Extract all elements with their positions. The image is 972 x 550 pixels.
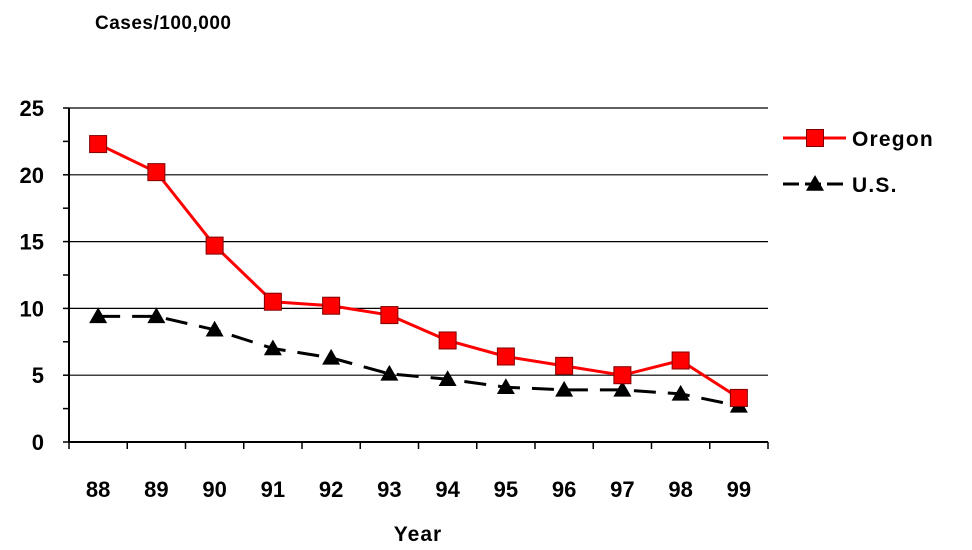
y-tick-labels: 0 5 10 15 20 25 [20, 96, 44, 455]
series-u-s [89, 307, 748, 413]
data-point [729, 388, 748, 407]
data-point [205, 236, 224, 255]
gridlines [69, 107, 768, 376]
x-tick-label: 99 [727, 477, 751, 502]
y-tick-label: 0 [32, 430, 44, 455]
x-tick-labels: 88 89 90 91 92 93 94 95 96 97 98 99 [86, 477, 751, 502]
legend-label: U.S. [852, 174, 898, 197]
data-point [671, 384, 690, 401]
data-point [322, 296, 341, 315]
x-tick-label: 88 [86, 477, 110, 502]
x-axis-title: Year [394, 523, 442, 546]
y-axis-title: Cases/100,000 [95, 13, 231, 34]
series-oregon [89, 135, 748, 407]
data-point [613, 366, 632, 385]
data-point [263, 339, 282, 356]
series-line [98, 314, 740, 408]
x-tick-label: 95 [494, 477, 518, 502]
y-tick-label: 20 [20, 163, 44, 188]
data-point [322, 348, 341, 365]
data-point [263, 292, 282, 311]
legend-item: Oregon [783, 128, 934, 151]
x-tick-label: 91 [261, 477, 285, 502]
x-tick-label: 96 [552, 477, 576, 502]
data-point [147, 163, 166, 182]
y-tick-label: 25 [20, 96, 44, 121]
data-point [147, 307, 166, 324]
data-point [613, 380, 632, 397]
y-tick-label: 5 [32, 363, 44, 388]
data-point [496, 347, 515, 366]
data-point [89, 307, 108, 324]
x-tick-label: 93 [377, 477, 401, 502]
legend-label: Oregon [852, 128, 934, 151]
x-tick-label: 90 [202, 477, 226, 502]
y-tick-label: 15 [20, 230, 44, 255]
data-point [380, 364, 399, 381]
data-point [89, 135, 108, 154]
data-point [205, 320, 224, 337]
data-point [380, 306, 399, 325]
legend-item: U.S. [783, 174, 898, 197]
data-point [555, 356, 574, 375]
x-tick-label: 97 [610, 477, 634, 502]
legend: Oregon U.S. [783, 128, 934, 197]
y-tick-label: 10 [20, 296, 44, 321]
axes [63, 107, 769, 449]
series-layer [89, 135, 748, 413]
data-point [555, 380, 574, 397]
data-point [438, 331, 457, 350]
x-tick-label: 98 [668, 477, 692, 502]
data-point [671, 351, 690, 370]
series-line [97, 142, 740, 400]
data-point [496, 378, 515, 394]
x-tick-label: 92 [319, 477, 343, 502]
legend-marker [806, 175, 824, 191]
x-tick-label: 89 [144, 477, 168, 502]
data-point [438, 370, 457, 386]
legend-marker [806, 129, 824, 147]
x-tick-label: 94 [435, 477, 460, 502]
